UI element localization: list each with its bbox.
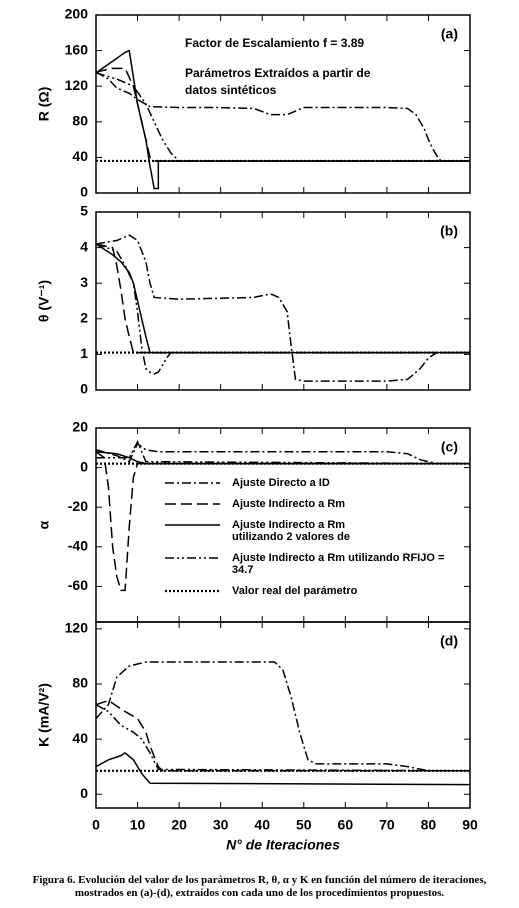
plot-frame	[95, 621, 471, 809]
data-line	[95, 699, 470, 772]
data-line	[95, 451, 470, 592]
x-tick-label: 40	[254, 817, 270, 833]
x-tick-label: 80	[421, 817, 437, 833]
y-tick-label: 0	[80, 785, 88, 801]
y-tick-label: 40	[72, 730, 88, 746]
data-line	[95, 243, 470, 354]
y-axis-label: α	[36, 520, 52, 529]
panel-label: (d)	[440, 633, 458, 649]
y-tick-label: 0	[80, 458, 88, 474]
y-axis-label: θ (V⁻¹)	[36, 280, 52, 322]
data-line	[95, 451, 470, 465]
legend-entry: Valor real del parámetro	[232, 585, 358, 597]
data-line	[95, 442, 470, 465]
data-line	[95, 49, 470, 190]
panel-label: (c)	[441, 439, 458, 455]
x-tick-label: 20	[171, 817, 187, 833]
legend-entry: Ajuste Indirecto a Rm utilizando RFIJO =…	[232, 552, 445, 576]
y-tick-label: 120	[65, 620, 89, 636]
x-tick-label: 0	[92, 817, 100, 833]
panel-label: (b)	[440, 223, 458, 239]
x-tick-label: 50	[296, 817, 312, 833]
y-tick-label: -60	[68, 577, 88, 593]
data-line	[95, 71, 470, 162]
data-line	[95, 704, 471, 772]
y-tick-label: 120	[65, 77, 89, 93]
data-line	[95, 751, 471, 786]
y-tick-label: 20	[72, 419, 88, 435]
legend-entry: Ajuste Indirecto a Rm utilizando 2 valor…	[232, 519, 350, 543]
annotation: Parámetros Extraídos a partir de datos s…	[185, 66, 371, 97]
y-tick-label: -40	[68, 537, 88, 553]
y-tick-label: 200	[65, 6, 89, 22]
y-tick-label: 1	[80, 345, 88, 361]
y-tick-label: 4	[80, 238, 88, 254]
y-tick-label: 3	[80, 274, 88, 290]
y-tick-label: 80	[72, 675, 88, 691]
data-line	[95, 234, 470, 382]
panel-label: (a)	[441, 26, 458, 42]
y-tick-label: 40	[72, 148, 88, 164]
y-tick-label: 0	[80, 184, 88, 200]
data-line	[95, 67, 470, 162]
x-axis-label: N° de Iteraciones	[226, 837, 340, 853]
caption-line: mostrados en (a)-(d), extraídos con cada…	[74, 887, 445, 899]
data-line	[95, 243, 470, 354]
plot-frame	[95, 14, 471, 194]
y-tick-label: 5	[80, 203, 88, 219]
y-axis-label: R (Ω)	[36, 87, 52, 122]
caption-line: Figura 6. Evolución del valor de los par…	[32, 874, 487, 886]
x-tick-label: 70	[379, 817, 395, 833]
legend-entry: Ajuste Directo a ID	[232, 477, 330, 489]
data-line	[95, 243, 470, 375]
x-tick-label: 10	[130, 817, 146, 833]
y-tick-label: 160	[65, 41, 89, 57]
legend-entry: Ajuste Indirecto a Rm	[232, 498, 346, 510]
y-tick-label: 0	[80, 381, 88, 397]
data-line	[95, 661, 470, 772]
y-tick-label: 2	[80, 310, 88, 326]
y-tick-label: 80	[72, 113, 88, 129]
data-line	[96, 440, 471, 465]
y-tick-label: -20	[68, 498, 88, 514]
y-axis-label: K (mA/V²)	[36, 683, 52, 747]
x-tick-label: 90	[462, 817, 478, 833]
plot-frame	[95, 211, 471, 391]
annotation: Factor de Escalamiento f = 3.89	[185, 36, 365, 50]
data-line	[95, 72, 470, 162]
x-tick-label: 30	[213, 817, 229, 833]
x-tick-label: 60	[338, 817, 354, 833]
